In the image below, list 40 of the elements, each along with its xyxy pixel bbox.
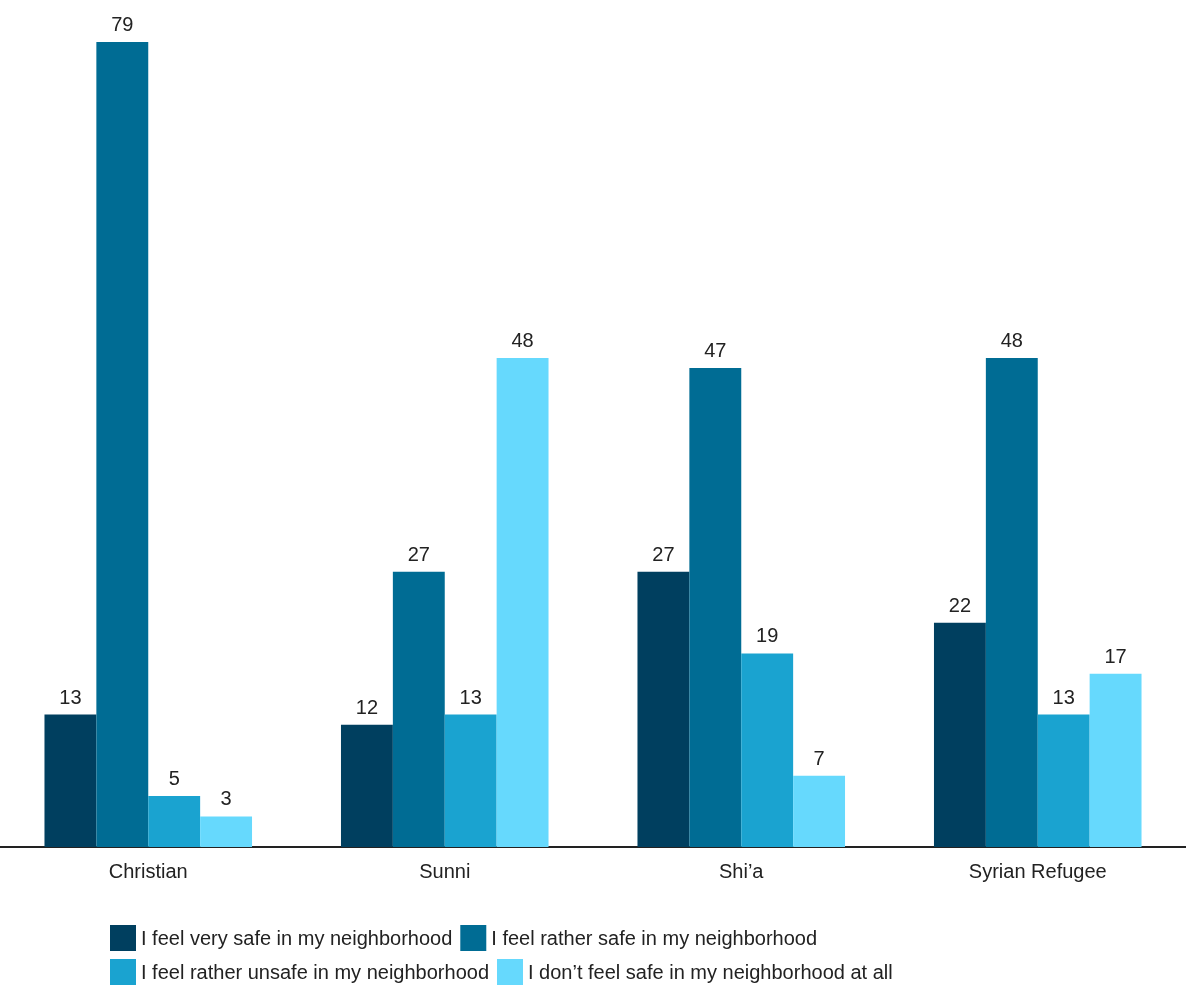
data-label: 13 [459,685,482,708]
bar [637,571,690,847]
data-label: 13 [1052,685,1075,708]
data-label: 27 [407,542,430,565]
data-label: 48 [1000,328,1023,351]
data-label: 3 [220,787,232,810]
bar [741,653,794,847]
data-label: 19 [756,624,779,647]
data-label: 22 [948,593,972,616]
data-label: 12 [355,695,379,718]
bar [340,724,393,847]
data-label: 48 [511,328,534,351]
data-label: 27 [652,542,675,565]
data-label: 5 [168,767,180,790]
data-label: 17 [1104,644,1127,667]
x-tick-label: Christian [108,860,188,882]
data-label: 7 [813,746,825,769]
bar [200,816,253,847]
bar [444,714,497,847]
data-label: 13 [59,685,82,708]
bar [96,42,149,847]
bar [392,571,445,847]
x-tick-label: Sunni [419,860,471,882]
data-label: 47 [704,339,727,362]
data-label: 79 [111,13,134,35]
bar [1089,673,1142,847]
legend-label: I feel rather safe in my neighborhood [491,927,818,949]
bar [496,357,549,847]
bar [44,714,97,847]
x-tick-label: Shi’a [719,860,765,882]
legend-label: I don’t feel safe in my neighborhood at all [528,961,893,983]
bar [985,357,1038,847]
bar [933,622,986,847]
bar [793,775,846,847]
legend-label: I feel very safe in my neighborhood [141,927,453,949]
bar [689,368,742,847]
legend-label: I feel rather unsafe in my neighborhood [141,961,489,983]
bar [1037,714,1090,847]
bar [148,796,201,847]
x-tick-label: Syrian Refugee [968,860,1107,882]
